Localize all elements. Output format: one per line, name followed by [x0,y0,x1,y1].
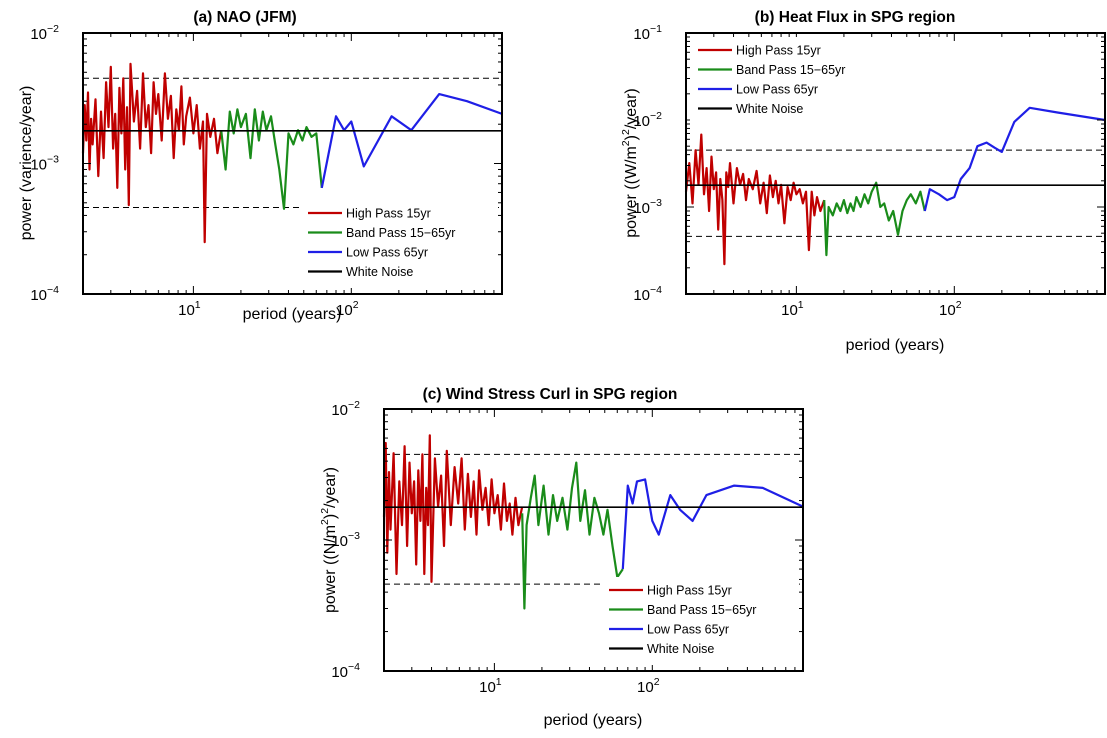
panel-c: (c) Wind Stress Curl in SPG region 101 10… [319,386,804,729]
panel-a-ticks: 101 102 10−4 10−3 10−2 [30,23,503,319]
panel-c-ticks: 101 102 10−4 10−3 10−2 [331,399,804,696]
panel-c-series-low-pass [621,478,804,570]
panel-b-legend-label: Low Pass 65yr [736,83,818,97]
panel-c-xtick-label: 101 [479,676,502,696]
panel-b-legend-label: High Pass 15yr [736,44,821,58]
panel-a-xlabel: period (years) [243,306,342,323]
panel-a-legend-box [300,200,498,288]
panel-a-ytick-label: 10−2 [30,23,59,43]
panel-a-series-band-pass [220,108,323,210]
panel-b-series-band-pass [823,181,926,257]
panel-c-ylabel-sup2: 2 [319,508,331,514]
panel-a-legend-label: Band Pass 15−65yr [346,226,455,240]
panel-a-xtick-label: 102 [336,299,359,319]
panel-b-title: (b) Heat Flux in SPG region [755,9,956,26]
panel-c-ylabel: power ((N/m2)2/year) [319,467,339,613]
panel-a-legend-label: Low Pass 65yr [346,246,428,260]
panel-a-legend: High Pass 15yr Band Pass 15−65yr Low Pass … [300,200,498,288]
panel-b-ylabel: power ((W/m2)2/year) [620,88,640,237]
panel-c-ylabel-sup: 2 [319,519,331,525]
panel-a-series-low-pass [320,92,503,189]
panel-b-ytick-label: 10−4 [633,284,662,304]
panel-a-plot-area [81,62,503,244]
panel-b-ytick-label: 10−3 [633,197,662,217]
panel-c-ytick-label: 10−3 [331,530,360,550]
panel-a-legend-label: High Pass 15yr [346,207,431,221]
panel-b-ylabel-pre: power ((W/m [623,146,640,238]
panel-c-ylabel-mid: ) [322,514,339,519]
panel-b-axes-frame [685,32,1106,295]
panel-c-series-band-pass [521,461,624,610]
panel-b-xtick-label: 101 [781,299,804,319]
panel-b-legend-label: Band Pass 15−65yr [736,63,845,77]
panel-b-ylabel-sup: 2 [620,140,632,146]
panel-b-xtick-label: 102 [939,299,962,319]
panel-b: (b) Heat Flux in SPG region 101 10210−410… [620,9,1106,354]
panel-b-ylabel-sup2: 2 [620,129,632,135]
panel-b-ylabel-mid: ) [623,135,640,140]
panel-a: (a) NAO (JFM) 101 102 10−4 10−3 10−2 period … [18,9,503,323]
panel-a-ytick-label: 10−3 [30,154,59,174]
panel-b-ticks: 101 102 10−4 10−3 10−2 10−1 [633,23,1106,319]
panel-c-series-high-pass [382,434,524,583]
panel-c-legend: High Pass 15yr Band Pass 15−65yr Low Pass … [601,577,799,665]
panel-a-xtick-label: 101 [178,299,201,319]
panel-c-ytick-label: 10−4 [331,661,360,681]
panel-c-ylabel-pre: power ((N/m [322,525,339,613]
panel-c-legend-label: Band Pass 15−65yr [647,603,756,617]
panel-b-legend-box [690,37,888,125]
panel-c-ylabel-post: /year) [322,467,339,508]
panel-a-series-high-pass [81,62,223,244]
panel-b-series-high-pass [684,133,826,266]
panel-c-xtick-label: 102 [637,676,660,696]
panel-b-legend: High Pass 15yr Band Pass 15−65yr Low Pass … [690,37,888,125]
panel-b-ytick-label: 10−1 [633,23,662,43]
panel-c-plot-area [382,434,804,610]
panel-c-xlabel: period (years) [544,712,643,729]
panel-c-legend-label: High Pass 15yr [647,584,732,598]
panel-b-ytick-label: 10−2 [633,110,662,130]
panel-a-ylabel: power (varience/year) [18,86,35,241]
panel-c-legend-label: Low Pass 65yr [647,623,729,637]
panel-c-ytick-label: 10−2 [331,399,360,419]
panel-b-series-low-pass [923,106,1106,212]
panel-c-legend-label: White Noise [647,642,714,656]
panel-c-title: (c) Wind Stress Curl in SPG region [423,386,678,403]
panel-b-legend-label: White Noise [736,102,803,116]
panel-b-xlabel: period (years) [846,337,945,354]
panel-b-ylabel-post: /year) [623,88,640,129]
panel-a-title: (a) NAO (JFM) [193,9,296,26]
panel-a-legend-label: White Noise [346,265,413,279]
panel-c-legend-box [601,577,799,665]
panel-b-plot-area [684,106,1106,266]
panel-a-ytick-label: 10−4 [30,284,59,304]
